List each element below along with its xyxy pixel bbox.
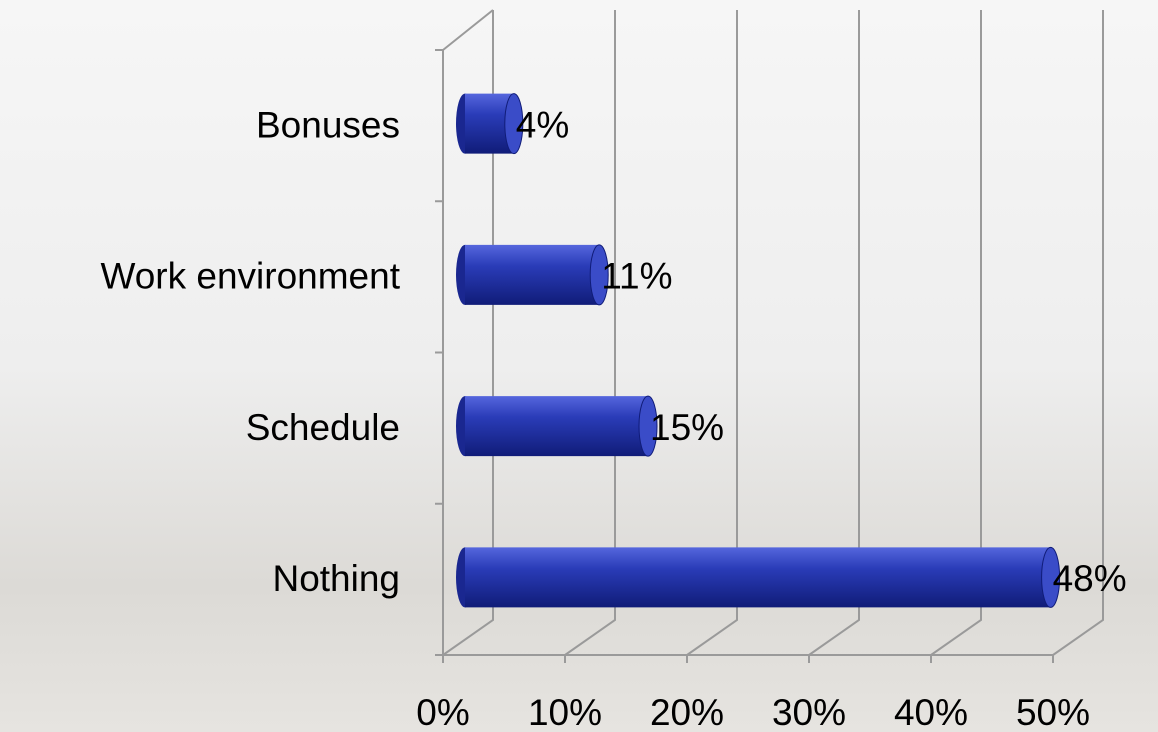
- category-label: Schedule: [246, 407, 400, 448]
- category-label: Nothing: [272, 558, 400, 599]
- value-label: 15%: [650, 407, 724, 448]
- bar: [465, 396, 648, 457]
- bar: [465, 244, 600, 305]
- grid-line: [1052, 10, 1104, 656]
- bar-cap: [638, 395, 658, 457]
- x-tick-label: 40%: [894, 692, 968, 732]
- x-tick-label: 30%: [772, 692, 846, 732]
- value-label: 4%: [516, 104, 569, 145]
- value-label: 11%: [601, 256, 672, 297]
- value-label: 48%: [1053, 558, 1127, 599]
- bar-cap: [504, 93, 524, 155]
- grid-line: [930, 10, 982, 656]
- grid-line: [808, 10, 860, 656]
- grid-line: [442, 10, 494, 656]
- grid-line: [686, 10, 738, 656]
- x-tick-label: 0%: [416, 692, 469, 732]
- x-tick-label: 50%: [1016, 692, 1090, 732]
- x-tick-label: 10%: [528, 692, 602, 732]
- grid-line: [564, 10, 616, 656]
- category-label: Work environment: [100, 256, 400, 297]
- x-tick-label: 20%: [650, 692, 724, 732]
- bar: [465, 547, 1051, 608]
- category-label: Bonuses: [256, 104, 400, 145]
- bar-cap: [1041, 546, 1061, 608]
- bar-cap: [589, 244, 609, 306]
